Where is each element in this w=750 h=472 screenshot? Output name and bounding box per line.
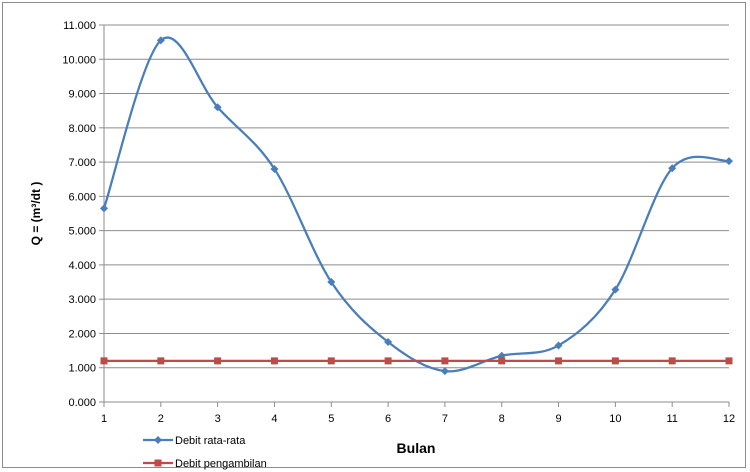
chart-area bbox=[2, 2, 746, 468]
data-point-debit-pengambilan bbox=[441, 357, 449, 365]
y-tick-label: 8.000 bbox=[68, 123, 96, 135]
x-tick-label: 7 bbox=[442, 413, 448, 425]
x-tick-label: 6 bbox=[385, 413, 391, 425]
data-point-debit-pengambilan bbox=[498, 357, 506, 365]
x-tick-labels: 1 2 3 4 5 6 7 8 9 10 11 12 bbox=[101, 413, 735, 425]
x-tick-label: 3 bbox=[215, 413, 221, 425]
gridlines bbox=[99, 24, 730, 407]
y-tick-label: 11.000 bbox=[63, 20, 96, 32]
data-point-debit-pengambilan bbox=[157, 357, 165, 365]
legend: Debit rata-rata Debit pengambilan bbox=[143, 435, 267, 470]
data-point-debit-rata-rata bbox=[156, 36, 165, 45]
data-point-debit-rata-rata bbox=[327, 278, 336, 287]
x-tick-label: 12 bbox=[723, 413, 735, 425]
data-point-debit-pengambilan bbox=[270, 357, 278, 365]
series-line-debit-rata-rata bbox=[102, 36, 730, 373]
legend-label: Debit rata-rata bbox=[175, 435, 246, 447]
data-point-debit-pengambilan bbox=[384, 357, 392, 365]
data-point-debit-rata-rata bbox=[213, 103, 222, 112]
data-point-debit-pengambilan bbox=[327, 357, 335, 365]
y-tick-label: 9.000 bbox=[68, 89, 96, 101]
x-tick-label: 4 bbox=[271, 413, 277, 425]
data-point-debit-pengambilan bbox=[555, 357, 563, 365]
data-point-debit-rata-rata bbox=[100, 204, 108, 213]
data-point-debit-pengambilan bbox=[725, 357, 733, 365]
x-tick-label: 2 bbox=[158, 413, 164, 425]
y-tick-labels: 0.000 1.000 2.000 3.000 4.000 5.000 6.000 7.000… bbox=[62, 20, 96, 409]
data-point-debit-rata-rata bbox=[270, 164, 279, 173]
data-point-debit-rata-rata bbox=[440, 367, 449, 376]
data-point-debit-pengambilan bbox=[214, 357, 222, 365]
x-tick-label: 11 bbox=[666, 413, 677, 425]
data-point-debit-rata-rata bbox=[554, 341, 563, 350]
legend-marker bbox=[154, 459, 162, 467]
x-tick-label: 5 bbox=[328, 413, 334, 425]
y-axis-title: Q = (m³/dt ) bbox=[29, 182, 43, 246]
data-point-debit-pengambilan bbox=[611, 357, 619, 365]
y-tick-label: 4.000 bbox=[68, 260, 96, 272]
y-tick-label: 0.000 bbox=[68, 397, 96, 409]
data-point-debit-pengambilan bbox=[100, 357, 108, 365]
y-tick-label: 6.000 bbox=[68, 191, 96, 203]
x-tick-label: 9 bbox=[555, 413, 561, 425]
data-point-debit-rata-rata bbox=[384, 338, 393, 347]
legend-marker bbox=[154, 436, 162, 444]
data-point-debit-rata-rata bbox=[668, 164, 677, 173]
y-tick-label: 10.000 bbox=[62, 54, 96, 66]
y-tick-label: 7.000 bbox=[68, 157, 96, 169]
y-tick-label: 3.000 bbox=[68, 294, 96, 306]
data-point-debit-rata-rata bbox=[611, 285, 620, 294]
y-tick-label: 5.000 bbox=[68, 226, 96, 238]
data-point-debit-rata-rata bbox=[725, 157, 733, 166]
series-layer bbox=[100, 36, 733, 376]
y-tick-label: 1.000 bbox=[68, 363, 96, 375]
x-tick-label: 1 bbox=[101, 413, 107, 425]
x-axis-title: Bulan bbox=[397, 440, 436, 456]
legend-label: Debit pengambilan bbox=[175, 458, 267, 470]
data-point-debit-pengambilan bbox=[668, 357, 676, 365]
y-tick-label: 2.000 bbox=[68, 328, 96, 340]
x-tick-label: 10 bbox=[609, 413, 621, 425]
x-tick-label: 8 bbox=[499, 413, 505, 425]
